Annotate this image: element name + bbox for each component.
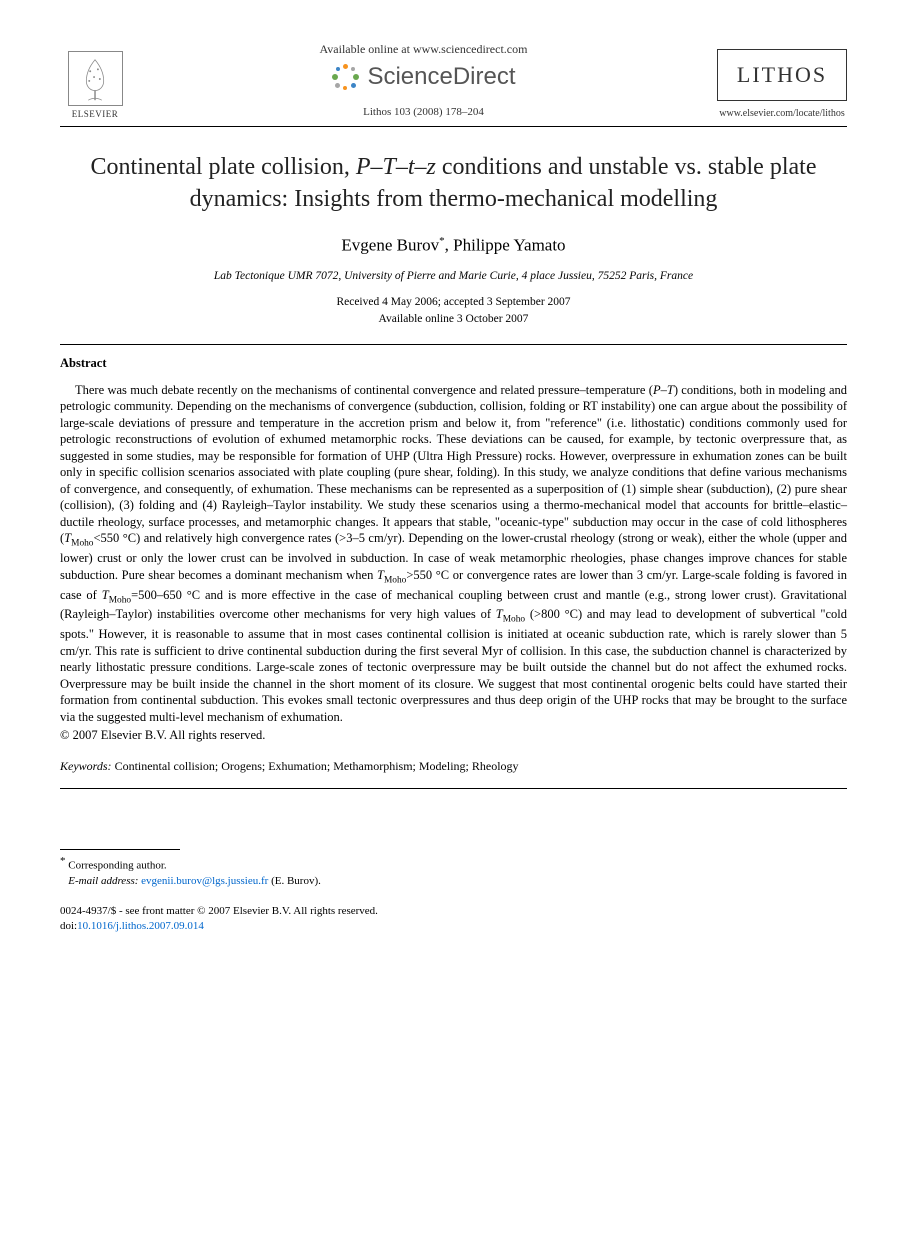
dates-online: Available online 3 October 2007 <box>60 312 847 328</box>
footnote-block: * Corresponding author. E-mail address: … <box>60 854 847 889</box>
corresponding-text: Corresponding author. <box>68 860 166 872</box>
affiliation: Lab Tectonique UMR 7072, University of P… <box>60 269 847 285</box>
sciencedirect-name: ScienceDirect <box>367 61 515 93</box>
email-author: (E. Burov). <box>271 875 321 887</box>
abstract-heading: Abstract <box>60 355 847 372</box>
abstract-top-rule <box>60 344 847 345</box>
citation-line: Lithos 103 (2008) 178–204 <box>140 105 707 120</box>
sciencedirect-dots-icon <box>331 62 361 92</box>
doi-link[interactable]: 10.1016/j.lithos.2007.09.014 <box>77 920 204 932</box>
front-matter: 0024-4937/$ - see front matter © 2007 El… <box>60 904 847 935</box>
journal-url: www.elsevier.com/locate/lithos <box>717 107 847 121</box>
email-label: E-mail address: <box>68 875 138 887</box>
authors: Evgene Burov*, Philippe Yamato <box>60 234 847 258</box>
front-matter-line: 0024-4937/$ - see front matter © 2007 El… <box>60 904 847 919</box>
abstract-copyright: © 2007 Elsevier B.V. All rights reserved… <box>60 727 847 744</box>
elsevier-label: ELSEVIER <box>72 108 119 120</box>
header-rule <box>60 126 847 127</box>
available-online-text: Available online at www.sciencedirect.co… <box>140 41 707 57</box>
journal-box: LITHOS www.elsevier.com/locate/lithos <box>717 49 847 120</box>
header-row: ELSEVIER Available online at www.science… <box>60 40 847 120</box>
journal-title: LITHOS <box>717 49 847 101</box>
sciencedirect-block: Available online at www.sciencedirect.co… <box>130 41 717 120</box>
keywords-label: Keywords: <box>60 759 112 773</box>
email-line: E-mail address: evgenii.burov@lgs.jussie… <box>60 874 847 889</box>
footnote-rule <box>60 849 180 850</box>
elsevier-logo: ELSEVIER <box>60 40 130 120</box>
email-link[interactable]: evgenii.burov@lgs.jussieu.fr <box>141 875 268 887</box>
keywords-text: Continental collision; Orogens; Exhumati… <box>115 759 519 773</box>
doi-line: doi:10.1016/j.lithos.2007.09.014 <box>60 919 847 934</box>
sciencedirect-logo: ScienceDirect <box>331 61 515 93</box>
keywords-rule <box>60 788 847 789</box>
keywords: Keywords: Continental collision; Orogens… <box>60 758 847 774</box>
elsevier-tree-icon <box>68 51 123 106</box>
abstract-body: There was much debate recently on the me… <box>60 382 847 726</box>
doi-label: doi: <box>60 920 77 932</box>
corresponding-author: * Corresponding author. <box>60 854 847 874</box>
article-title: Continental plate collision, P–T–t–z con… <box>60 151 847 216</box>
dates-received: Received 4 May 2006; accepted 3 Septembe… <box>60 295 847 311</box>
